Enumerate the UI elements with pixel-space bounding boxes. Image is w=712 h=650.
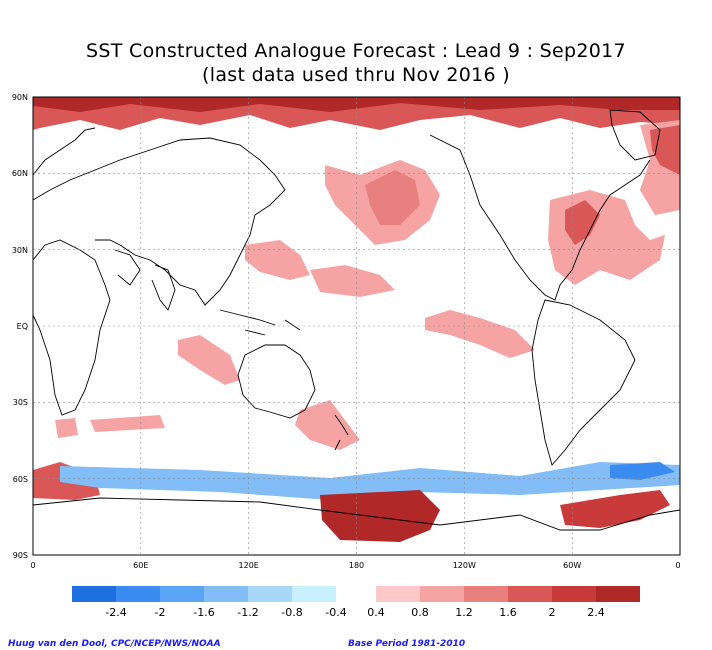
north-atlantic-core bbox=[650, 125, 680, 175]
colorbar-negative-swatch bbox=[160, 586, 204, 602]
colorbar-negative-swatch bbox=[204, 586, 248, 602]
lon-label-60w: 60W bbox=[563, 561, 581, 570]
africa-coastline bbox=[33, 239, 111, 416]
lat-label-90s: 90S bbox=[13, 551, 28, 560]
tasman-warm bbox=[295, 400, 360, 450]
south-indian-warm bbox=[90, 415, 165, 432]
colorbar-negative-label: -0.8 bbox=[281, 606, 302, 619]
colorbar-positive-swatch bbox=[420, 586, 464, 602]
map-frame bbox=[32, 96, 681, 556]
graticule bbox=[33, 97, 680, 555]
ross-sea-warm bbox=[320, 490, 440, 542]
colorbar-negative-swatch bbox=[72, 586, 116, 602]
lat-label-30s: 30S bbox=[13, 398, 28, 407]
colorbar-negative-label: -2 bbox=[155, 606, 166, 619]
colorbar-positive-label: 2 bbox=[549, 606, 556, 619]
map-title-line2: (last data used thru Nov 2016 ) bbox=[202, 64, 510, 86]
subtropical-pacific-warm bbox=[310, 265, 395, 297]
lat-label-60s: 60S bbox=[13, 475, 28, 484]
lat-label-90n: 90N bbox=[12, 93, 28, 102]
colorbar-positive-label: 1.6 bbox=[499, 606, 517, 619]
colorbar-negative-swatch bbox=[248, 586, 292, 602]
nw-atlantic-warm bbox=[548, 190, 665, 285]
kuroshio-warm bbox=[245, 240, 310, 280]
lon-label-120e: 120E bbox=[239, 561, 259, 570]
colorbar-negative-swatch bbox=[116, 586, 160, 602]
lon-label-180: 180 bbox=[349, 561, 364, 570]
map-title-line1: SST Constructed Analogue Forecast : Lead… bbox=[86, 40, 626, 62]
lat-label-30n: 30N bbox=[12, 246, 28, 255]
lat-label-eq: EQ bbox=[17, 322, 28, 331]
eurasia-coastline bbox=[33, 137, 286, 306]
colorbar-negative-label: -1.6 bbox=[193, 606, 214, 619]
arabia-coastline bbox=[114, 249, 141, 286]
lat-label-60n: 60N bbox=[12, 169, 28, 178]
colorbar-positive-swatch bbox=[596, 586, 640, 602]
north-america-coastline bbox=[429, 134, 651, 301]
south-america-coastline bbox=[531, 299, 636, 466]
colorbar-positive-swatch bbox=[376, 586, 420, 602]
colorbar-negative-label: -0.4 bbox=[325, 606, 346, 619]
lon-label-0-east: 0 bbox=[675, 561, 680, 570]
base-period-text: Base Period 1981-2010 bbox=[348, 639, 466, 649]
lon-label-0: 0 bbox=[30, 561, 35, 570]
europe-coastline bbox=[33, 127, 96, 176]
colorbar-positive-swatch bbox=[464, 586, 508, 602]
colorbar-negative-label: -1.2 bbox=[237, 606, 258, 619]
colorbar-positive-swatch bbox=[508, 586, 552, 602]
arctic-strong-anomaly bbox=[33, 97, 680, 112]
credit-text: Huug van den Dool, CPC/NCEP/NWS/NOAA bbox=[8, 639, 221, 649]
india-coastline bbox=[151, 264, 176, 311]
weddell-warm bbox=[560, 490, 670, 528]
colorbar-positive-label: 0.4 bbox=[367, 606, 385, 619]
colorbar-positive-swatch bbox=[552, 586, 596, 602]
colorbar-negative-swatch bbox=[292, 586, 336, 602]
coastline-layer bbox=[33, 109, 680, 531]
colorbar-positive-label: 1.2 bbox=[455, 606, 473, 619]
colorbar-negative-label: -2.4 bbox=[105, 606, 126, 619]
equatorial-pacific-warm bbox=[425, 310, 535, 358]
colorbar: -2.4 -2 -1.6 -1.2 -0.8 -0.4 0.4 0.8 1.2 1.6 2 2.4 bbox=[72, 586, 640, 619]
longitude-labels: 0 60E 120E 180 120W 60W 0 bbox=[30, 561, 680, 570]
colorbar-positive-label: 2.4 bbox=[587, 606, 605, 619]
lon-label-60e: 60E bbox=[133, 561, 148, 570]
latitude-labels: 90N 60N 30N EQ 30S 60S 90S bbox=[12, 93, 28, 560]
lon-label-120w: 120W bbox=[453, 561, 476, 570]
southern-ocean-cold-core bbox=[610, 462, 675, 480]
nw-atlantic-core bbox=[565, 200, 600, 245]
maritime-continent bbox=[219, 309, 301, 336]
greenland-coastline bbox=[609, 109, 661, 161]
north-pacific-core bbox=[365, 170, 420, 225]
indian-ocean-warm bbox=[178, 335, 240, 385]
australia-coastline bbox=[237, 344, 316, 419]
south-atlantic-warm bbox=[55, 418, 78, 438]
southern-ocean-cold-band bbox=[60, 462, 680, 500]
colorbar-positive-label: 0.8 bbox=[411, 606, 429, 619]
new-zealand-coastline bbox=[334, 414, 349, 451]
anomaly-fill-layer bbox=[33, 97, 680, 542]
antarctica-coastline bbox=[33, 497, 680, 531]
